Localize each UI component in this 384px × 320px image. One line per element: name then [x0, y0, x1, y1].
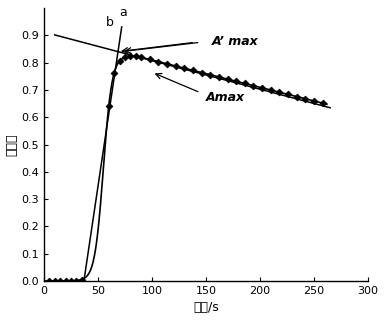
Text: a: a [119, 6, 127, 19]
Text: b: b [106, 16, 113, 29]
Y-axis label: 吸光度: 吸光度 [5, 133, 18, 156]
Text: A’ max: A’ max [211, 35, 258, 48]
X-axis label: 时间/s: 时间/s [193, 301, 219, 315]
Text: Amax: Amax [206, 91, 245, 104]
